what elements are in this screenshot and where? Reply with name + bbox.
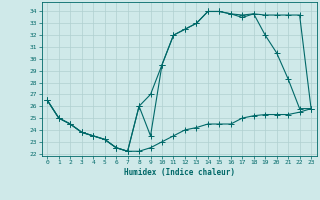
X-axis label: Humidex (Indice chaleur): Humidex (Indice chaleur): [124, 168, 235, 177]
